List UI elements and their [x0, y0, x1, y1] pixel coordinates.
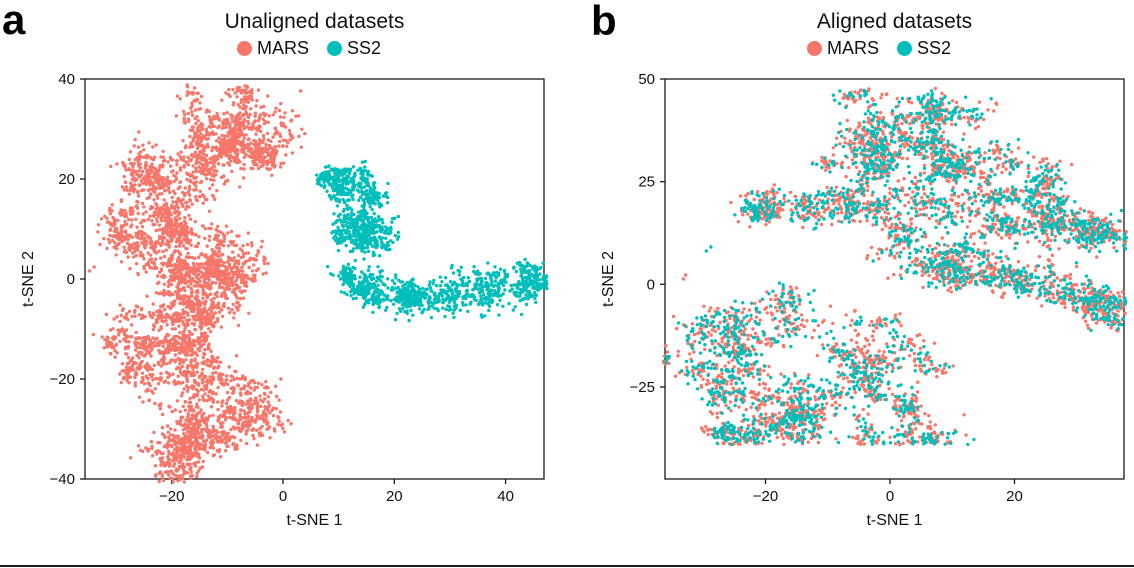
svg-text:0: 0: [67, 271, 75, 288]
svg-text:20: 20: [1006, 488, 1023, 505]
svg-text:20: 20: [386, 488, 403, 505]
svg-text:t-SNE 2: t-SNE 2: [20, 251, 37, 307]
svg-text:−20: −20: [50, 371, 75, 388]
svg-text:0: 0: [279, 488, 287, 505]
svg-text:t-SNE 2: t-SNE 2: [600, 251, 617, 307]
svg-text:25: 25: [638, 174, 655, 191]
svg-text:−20: −20: [753, 488, 778, 505]
svg-text:0: 0: [647, 276, 655, 293]
svg-text:−25: −25: [630, 379, 655, 396]
svg-text:20: 20: [58, 171, 75, 188]
svg-text:40: 40: [497, 488, 514, 505]
svg-text:−20: −20: [159, 488, 184, 505]
svg-text:40: 40: [58, 71, 75, 88]
svg-text:−40: −40: [50, 471, 75, 488]
svg-text:t-SNE 1: t-SNE 1: [286, 512, 342, 529]
svg-text:50: 50: [638, 71, 655, 88]
svg-text:0: 0: [886, 488, 894, 505]
svg-text:t-SNE 1: t-SNE 1: [866, 512, 922, 529]
